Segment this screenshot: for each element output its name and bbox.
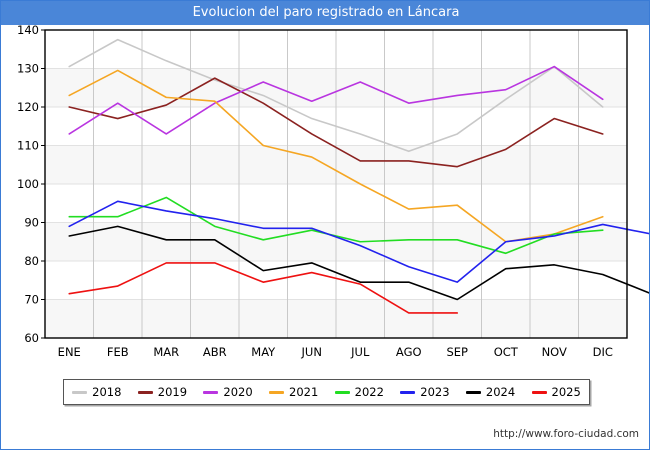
chart-legend: 2018 2019 2020 2021 2022 2023 2024 2025	[63, 379, 590, 405]
grid-lines	[45, 30, 627, 338]
series-line-2023	[68, 200, 649, 283]
y-axis-tick-label: 90	[24, 216, 39, 230]
y-axis-tick-label: 120	[17, 100, 39, 114]
legend-label: 2022	[354, 385, 384, 399]
axis-frame	[44, 29, 628, 339]
source-url: http://www.foro-ciudad.com	[493, 428, 639, 440]
x-axis-tick-label: NOV	[542, 345, 567, 359]
series-line-2018	[68, 38, 604, 153]
chart-canvas: 60 70 80 90 100 110 120 130 140 ENE FEB MAR ABR MAY J…	[1, 25, 649, 449]
legend-item-2021[interactable]: 2021	[269, 385, 318, 399]
legend-item-2018[interactable]: 2018	[72, 385, 121, 399]
legend-swatch-icon	[400, 390, 416, 394]
legend-item-2024[interactable]: 2024	[465, 385, 516, 399]
x-axis-tick-label: JUN	[301, 345, 322, 359]
legend-swatch-icon	[137, 390, 153, 394]
x-axis-tick-label: DIC	[593, 345, 613, 359]
y-axis-tick-label: 140	[17, 25, 39, 37]
legend-label: 2021	[289, 385, 319, 399]
legend-swatch-icon	[334, 390, 350, 394]
y-axis-tick-label: 60	[24, 331, 39, 345]
x-axis-tick-label: FEB	[107, 345, 129, 359]
x-axis-tick-label: ENE	[58, 345, 81, 359]
x-axis-tick-label: ABR	[203, 345, 227, 359]
legend-swatch-icon	[531, 390, 547, 394]
window-title-bar: Evolucion del paro registrado en Láncara	[1, 1, 649, 25]
legend-label: 2025	[551, 385, 581, 399]
legend-swatch-icon	[269, 390, 285, 394]
page-title: Evolucion del paro registrado en Láncara	[192, 5, 460, 20]
y-axis-tick-label: 100	[17, 177, 39, 191]
y-axis-tick-label: 70	[24, 293, 39, 307]
legend-swatch-icon	[465, 390, 481, 394]
y-axis-ticks: 60 70 80 90 100 110 120 130 140	[17, 25, 45, 345]
series-line-2020	[68, 65, 604, 135]
legend-item-2020[interactable]: 2020	[203, 385, 253, 399]
x-axis-tick-label: MAY	[251, 345, 276, 359]
legend-label: 2020	[223, 385, 253, 399]
legend-swatch-icon	[72, 390, 88, 394]
y-axis-tick-label: 130	[17, 62, 39, 76]
x-axis-tick-label: MAR	[153, 345, 179, 359]
legend-item-2023[interactable]: 2023	[400, 385, 450, 399]
x-axis-tick-label: SEP	[446, 345, 468, 359]
legend-item-2022[interactable]: 2022	[334, 385, 384, 399]
legend-label: 2018	[92, 385, 122, 399]
series-line-2024	[68, 225, 649, 301]
y-axis-tick-label: 110	[17, 139, 39, 153]
x-axis-tick-label: OCT	[494, 345, 519, 359]
x-axis-ticks: ENE FEB MAR ABR MAY JUN JUL AGO SEP OCT NOV DIC	[58, 345, 613, 359]
x-axis-tick-label: JUL	[350, 345, 370, 359]
legend-item-2025[interactable]: 2025	[531, 385, 581, 399]
series-line-2019	[68, 77, 604, 168]
line-chart: 60 70 80 90 100 110 120 130 140 ENE FEB MAR ABR MAY J…	[17, 25, 649, 359]
data-series-group	[68, 38, 649, 314]
series-line-2025	[68, 262, 459, 314]
legend-label: 2024	[485, 385, 516, 399]
series-line-2022	[68, 196, 604, 255]
legend-item-2019[interactable]: 2019	[137, 385, 188, 399]
legend-swatch-icon	[203, 390, 219, 394]
legend-label: 2023	[420, 385, 450, 399]
y-axis-tick-label: 80	[24, 254, 39, 268]
x-axis-tick-label: AGO	[396, 345, 422, 359]
legend-label: 2019	[157, 385, 188, 399]
